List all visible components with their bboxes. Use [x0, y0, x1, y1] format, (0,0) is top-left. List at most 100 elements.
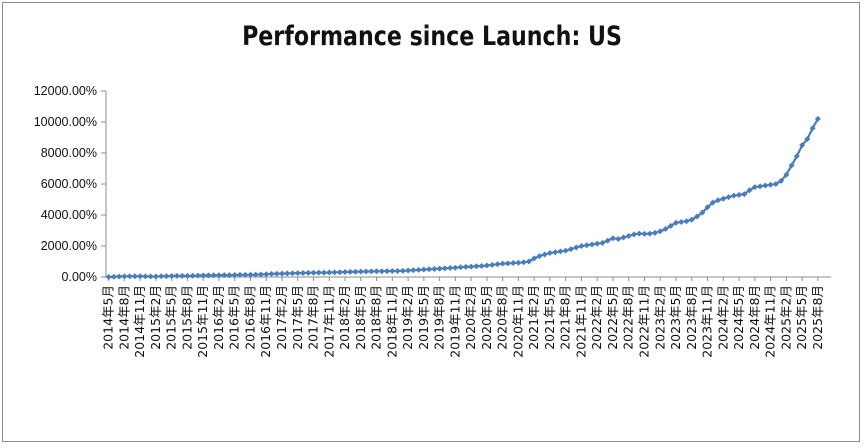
data-point: [715, 197, 722, 204]
data-point: [268, 270, 275, 277]
data-point: [336, 269, 343, 276]
data-point: [583, 242, 590, 249]
data-point: [704, 204, 711, 211]
data-point: [562, 247, 569, 254]
data-point: [231, 271, 238, 278]
data-point: [394, 267, 401, 274]
data-point: [158, 273, 165, 280]
data-point: [457, 264, 464, 271]
x-tick-label: 2017年2月: [274, 285, 289, 350]
data-point: [399, 267, 406, 274]
data-point: [636, 230, 643, 237]
data-point: [609, 235, 616, 242]
data-point: [105, 274, 112, 280]
data-point: [699, 209, 706, 216]
data-point: [326, 269, 333, 276]
data-point: [751, 184, 758, 191]
line-chart: 0.00% 2000.00% 4000.00% 6000.00% 8000.00% 100…: [34, 84, 831, 358]
x-tick-label: 2022年11月: [636, 285, 651, 358]
data-point: [242, 271, 249, 278]
data-point: [389, 268, 396, 275]
data-point: [799, 142, 806, 149]
data-point: [741, 191, 748, 198]
data-point: [552, 249, 559, 256]
data-point: [594, 240, 601, 247]
data-point: [263, 271, 270, 278]
data-point: [116, 273, 123, 280]
data-point: [294, 270, 301, 277]
x-tick-label: 2023年2月: [652, 285, 667, 350]
x-tick-label: 2021年11月: [573, 285, 588, 358]
data-point: [657, 228, 664, 235]
data-point: [247, 271, 254, 278]
data-point: [152, 273, 159, 280]
x-tick-label: 2021年8月: [558, 285, 573, 350]
data-point: [163, 273, 170, 280]
data-point: [215, 272, 222, 279]
data-point: [226, 272, 233, 279]
data-point: [620, 234, 627, 241]
data-point: [809, 125, 816, 132]
data-point: [452, 264, 459, 271]
data-point: [483, 262, 490, 269]
data-point: [184, 272, 191, 279]
data-point: [757, 183, 764, 190]
y-tick-label: 12000.00%: [34, 84, 97, 98]
x-tick-label: 2020年2月: [463, 285, 478, 350]
data-point: [426, 266, 433, 273]
data-point: [478, 262, 485, 269]
x-tick-label: 2015年8月: [179, 285, 194, 350]
data-point: [536, 253, 543, 260]
data-point: [688, 216, 695, 223]
data-point: [321, 269, 328, 276]
data-point: [431, 265, 438, 272]
data-point: [473, 263, 480, 270]
x-tick-label: 2025年2月: [778, 285, 793, 350]
data-point: [557, 248, 564, 255]
x-tick-label: 2022年2月: [589, 285, 604, 350]
data-point: [441, 265, 448, 272]
y-tick-label: 10000.00%: [34, 115, 97, 129]
data-point: [384, 268, 391, 275]
data-point: [567, 246, 574, 253]
data-point: [194, 272, 201, 279]
data-point: [793, 153, 800, 160]
data-point: [573, 244, 580, 251]
x-tick-label: 2014年8月: [116, 285, 131, 350]
data-point: [310, 269, 317, 276]
data-point: [625, 232, 632, 239]
data-point: [683, 218, 690, 225]
x-tick-label: 2023年8月: [684, 285, 699, 350]
data-point: [289, 270, 296, 277]
data-point: [604, 237, 611, 244]
data-point: [300, 269, 307, 276]
chart-frame: Performance since Launch: US 0.00% 2000.0…: [2, 2, 860, 442]
data-point: [667, 222, 674, 229]
data-point: [546, 249, 553, 256]
x-tick-label: 2019年8月: [432, 285, 447, 350]
x-tick-label: 2024年5月: [731, 285, 746, 350]
x-tick-label: 2018年8月: [369, 285, 384, 350]
data-point: [646, 230, 653, 237]
data-point: [415, 266, 422, 273]
data-point: [814, 115, 821, 122]
x-tick-label: 2024年11月: [763, 285, 778, 358]
data-point: [730, 192, 737, 199]
data-point: [273, 270, 280, 277]
data-point: [205, 272, 212, 279]
x-tick-label: 2019年11月: [447, 285, 462, 358]
x-tick-label: 2016年2月: [211, 285, 226, 350]
data-point: [368, 268, 375, 275]
data-point: [630, 231, 637, 238]
x-tick-label: 2021年5月: [542, 285, 557, 350]
data-point: [410, 267, 417, 274]
data-point: [284, 270, 291, 277]
data-point: [257, 271, 264, 278]
x-tick-label: 2020年8月: [495, 285, 510, 350]
x-tick-label: 2015年11月: [195, 285, 210, 358]
data-point: [504, 260, 511, 267]
data-point: [363, 268, 370, 275]
x-tick-label: 2018年2月: [337, 285, 352, 350]
data-point: [357, 268, 364, 275]
data-point: [588, 241, 595, 248]
